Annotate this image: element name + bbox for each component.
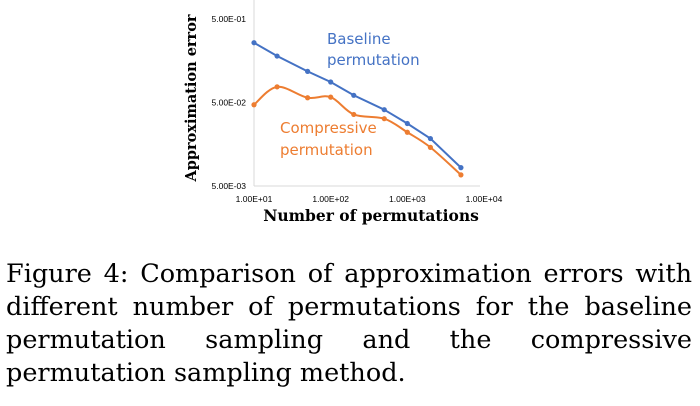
data-point-compressive (274, 84, 280, 90)
x-tick-label: 1.00E+02 (312, 194, 349, 204)
baseline-label-line2: permutation (327, 51, 420, 69)
data-point-baseline (381, 107, 387, 113)
axes (253, 0, 480, 187)
y-tick-label: 5.00E-02 (212, 98, 247, 108)
data-point-baseline (274, 53, 280, 59)
compressive-series-label: Compressive permutation (280, 119, 382, 159)
y-axis-title: Approximation error (183, 14, 200, 182)
baseline-series-label: Baseline permutation (327, 30, 420, 69)
data-point-compressive (304, 95, 311, 101)
x-tick-labels: 1.00E+01 1.00E+02 1.00E+03 1.00E+04 (236, 194, 503, 204)
line-chart: 1.00E+01 1.00E+02 1.00E+03 1.00E+04 5.00E-0… (183, 0, 503, 225)
data-point-baseline (251, 40, 257, 46)
data-point-compressive (328, 94, 334, 100)
data-point-baseline (328, 79, 334, 85)
data-point-compressive (381, 116, 387, 122)
data-point-baseline (351, 92, 357, 98)
data-point-compressive (351, 111, 357, 118)
x-tick-label: 1.00E+04 (466, 194, 503, 204)
compressive-label-line2: permutation (280, 141, 373, 159)
data-point-baseline (404, 120, 410, 127)
data-point-compressive (404, 129, 410, 135)
x-tick-label: 1.00E+03 (389, 194, 426, 204)
y-tick-label: 5.00E-03 (212, 181, 247, 191)
y-tick-label: 5.00E-01 (212, 14, 247, 24)
data-point-compressive (251, 102, 257, 108)
x-tick-label: 1.00E+01 (236, 194, 273, 204)
x-axis-title: Number of permutations (263, 206, 479, 225)
compressive-label-line1: Compressive (280, 119, 377, 137)
data-point-baseline (458, 165, 464, 171)
data-point-compressive (458, 172, 464, 178)
baseline-label-line1: Baseline (327, 30, 391, 48)
series-layer (251, 40, 464, 178)
data-point-baseline (304, 68, 311, 74)
y-tick-labels: 5.00E-01 5.00E-02 5.00E-03 (212, 14, 247, 191)
data-point-compressive (427, 144, 434, 150)
figure-caption: Figure 4: Comparison of approximation er… (6, 259, 692, 388)
data-point-baseline (427, 135, 434, 142)
